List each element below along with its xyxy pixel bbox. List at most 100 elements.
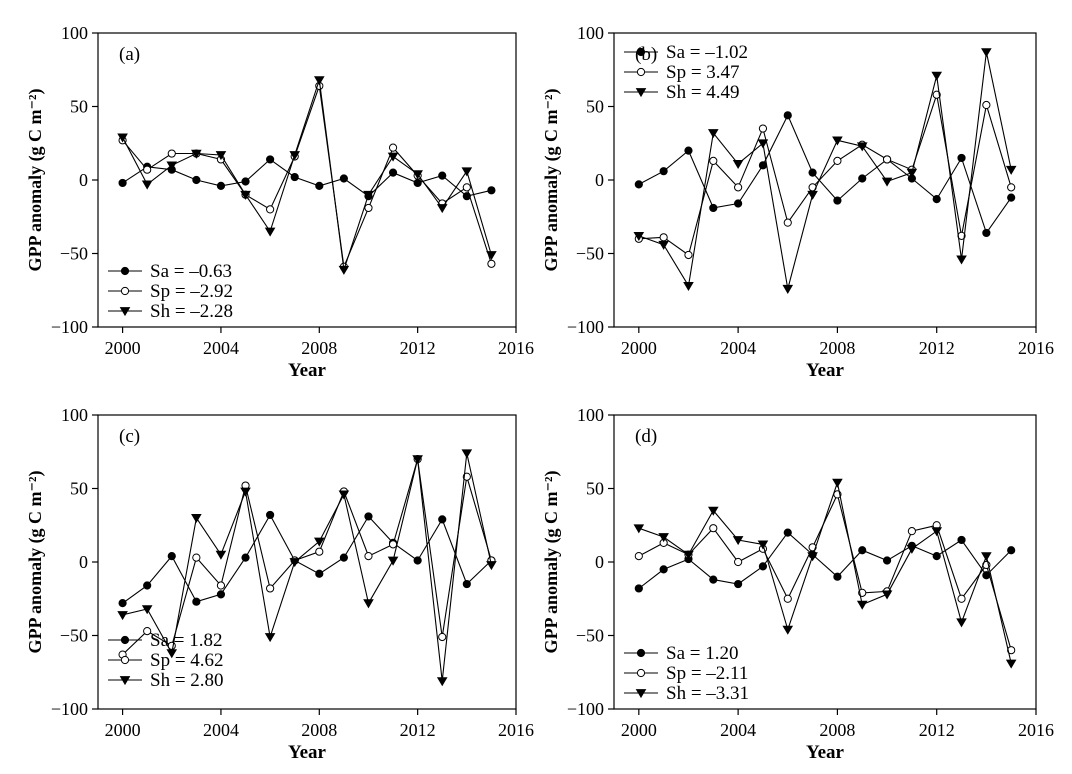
marker-filled-triangle: [782, 625, 794, 635]
marker-filled-circle: [339, 553, 348, 562]
marker-filled-circle: [413, 556, 422, 565]
legend-label: Sp = 4.62: [150, 650, 224, 671]
x-tick-label: 2012: [400, 338, 436, 358]
marker-filled-circle: [339, 174, 348, 183]
x-tick-label: 2004: [203, 720, 239, 740]
marker-filled-circle: [634, 180, 643, 189]
x-tick-label: 2012: [919, 338, 955, 358]
marker-filled-triangle: [782, 284, 794, 294]
y-tick-label: 100: [61, 23, 88, 43]
marker-filled-triangle: [191, 149, 202, 159]
marker-filled-circle: [932, 552, 941, 561]
x-tick-label: 2008: [819, 338, 855, 358]
marker-filled-triangle: [191, 514, 202, 524]
marker-filled-triangle: [313, 76, 325, 86]
marker-open-circle: [634, 552, 643, 561]
marker-open-circle: [709, 524, 718, 533]
marker-filled-circle: [758, 562, 768, 571]
marker-filled-triangle: [289, 558, 301, 568]
marker-filled-circle: [143, 581, 152, 590]
marker-filled-triangle: [215, 151, 227, 161]
marker-filled-triangle: [981, 552, 992, 562]
y-tick-label: 100: [577, 23, 604, 43]
marker-filled-circle: [388, 168, 398, 177]
marker-filled-triangle: [117, 611, 128, 621]
marker-filled-triangle: [635, 689, 647, 699]
marker-open-circle: [982, 100, 991, 110]
legend-label: Sa = 1.82: [150, 630, 222, 651]
marker-filled-triangle: [338, 490, 350, 500]
marker-filled-triangle: [338, 265, 350, 275]
legend-label: Sh = 4.49: [666, 82, 740, 103]
marker-filled-circle: [487, 186, 496, 195]
marker-open-circle: [438, 632, 447, 642]
series-line: [122, 85, 492, 269]
marker-filled-circle: [783, 528, 792, 537]
marker-filled-circle: [659, 565, 668, 574]
marker-filled-circle: [808, 168, 817, 177]
panel-label: (d): [635, 426, 657, 447]
marker-filled-circle: [438, 171, 447, 180]
marker-filled-triangle: [215, 550, 227, 560]
marker-open-circle: [120, 286, 130, 296]
marker-filled-triangle: [757, 139, 769, 149]
y-axis-label: GPP anomaly (g C m⁻²): [541, 471, 562, 654]
marker-filled-circle: [957, 153, 966, 163]
marker-filled-triangle: [881, 177, 893, 187]
marker-open-circle: [462, 472, 471, 481]
legend-label: Sa = 1.20: [666, 643, 738, 664]
marker-filled-circle: [957, 535, 966, 545]
x-axis-label: Year: [806, 742, 845, 763]
marker-open-circle: [833, 156, 842, 165]
series-line: [638, 51, 1012, 289]
x-tick-label: 2016: [1018, 720, 1054, 740]
marker-open-circle: [315, 547, 324, 556]
marker-filled-triangle: [807, 552, 818, 562]
marker-filled-circle: [118, 178, 127, 188]
marker-open-circle: [364, 552, 373, 561]
marker-filled-circle: [462, 579, 471, 589]
marker-filled-circle: [290, 172, 299, 182]
marker-filled-triangle: [931, 71, 943, 81]
marker-open-circle: [636, 67, 646, 77]
marker-filled-triangle: [635, 88, 647, 98]
marker-filled-triangle: [313, 537, 325, 547]
marker-filled-triangle: [387, 152, 399, 162]
marker-open-circle: [143, 626, 152, 636]
marker-filled-circle: [833, 196, 842, 205]
x-tick-label: 2016: [498, 338, 534, 358]
marker-filled-circle: [636, 648, 646, 658]
marker-open-circle: [266, 584, 275, 593]
marker-filled-circle: [982, 228, 991, 238]
panel-label: (a): [119, 44, 140, 65]
marker-open-circle: [487, 259, 496, 268]
marker-filled-triangle: [141, 605, 153, 615]
x-axis-label: Year: [288, 742, 327, 763]
marker-filled-triangle: [956, 255, 967, 265]
marker-open-circle: [1007, 646, 1016, 655]
marker-filled-circle: [216, 590, 226, 599]
marker-filled-circle: [120, 266, 130, 276]
marker-filled-circle: [684, 146, 693, 155]
marker-filled-triangle: [832, 136, 843, 146]
marker-open-circle: [783, 218, 792, 227]
marker-filled-circle: [118, 599, 127, 608]
marker-filled-triangle: [387, 556, 399, 566]
marker-filled-triangle: [906, 544, 918, 554]
marker-filled-triangle: [166, 649, 178, 659]
marker-filled-triangle: [461, 449, 473, 459]
y-tick-label: −100: [51, 317, 88, 337]
x-tick-label: 2008: [301, 720, 337, 740]
marker-filled-triangle: [732, 159, 744, 169]
marker-open-circle: [167, 149, 176, 158]
marker-filled-triangle: [832, 478, 843, 488]
marker-filled-triangle: [166, 161, 178, 171]
marker-open-circle: [143, 165, 152, 174]
marker-open-circle: [684, 250, 693, 260]
legend-label: Sa = –0.63: [150, 261, 232, 282]
marker-filled-triangle: [363, 599, 374, 609]
marker-filled-circle: [413, 178, 422, 188]
marker-filled-circle: [659, 167, 668, 176]
x-tick-label: 2008: [301, 338, 337, 358]
series-line: [638, 94, 1012, 256]
